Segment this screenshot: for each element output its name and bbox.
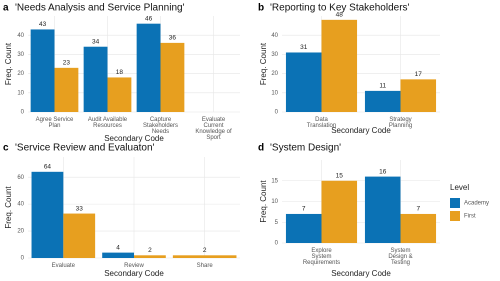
panel-title: 'Service Review and Evaluaton' <box>15 143 155 154</box>
value-label: 4 <box>116 244 120 251</box>
x-tick-label: Evaluate Current Knowledge of Sport <box>195 117 232 141</box>
value-label: 2 <box>148 247 152 254</box>
y-axis-title: Freq. Count <box>259 42 268 85</box>
value-label: 23 <box>63 60 71 67</box>
panel-letter: b <box>258 3 264 14</box>
y-tick-label: 0 <box>21 256 25 262</box>
y-tick-label: 20 <box>17 71 24 77</box>
bar <box>172 255 237 258</box>
y-tick-label: 40 <box>271 33 278 39</box>
bar <box>30 29 55 112</box>
bar <box>54 67 79 112</box>
bar <box>400 213 437 243</box>
y-tick-label: 15 <box>271 178 278 184</box>
x-axis-title: Secondary Code <box>104 134 164 143</box>
value-label: 2 <box>203 247 207 254</box>
value-label: 36 <box>169 35 177 42</box>
panel-title: 'System Design' <box>270 143 341 154</box>
x-axis-title: Secondary Code <box>331 126 391 135</box>
value-label: 33 <box>76 205 84 212</box>
x-axis-title: Secondary Code <box>331 269 391 278</box>
bar <box>160 42 185 112</box>
bar <box>136 23 161 112</box>
panel-letter: c <box>3 143 9 154</box>
value-label: 48 <box>336 12 344 19</box>
value-label: 15 <box>336 172 344 179</box>
bar <box>364 176 401 243</box>
bar <box>134 255 166 258</box>
x-tick-label: Evaluate <box>52 263 76 269</box>
y-tick-label: 40 <box>17 33 24 39</box>
y-tick-label: 10 <box>271 90 278 96</box>
legend-swatch <box>450 211 460 221</box>
value-label: 17 <box>415 71 423 78</box>
bar <box>31 171 64 258</box>
legend-swatch <box>450 198 460 208</box>
x-tick-label: Share <box>197 263 214 269</box>
bar <box>83 46 108 112</box>
value-label: 18 <box>116 69 124 76</box>
bar <box>102 252 134 258</box>
bar <box>321 19 358 113</box>
x-tick-label: Explore System Requirements <box>303 248 340 266</box>
x-tick-label: Review <box>124 263 144 269</box>
y-tick-label: 60 <box>17 175 24 181</box>
panel-letter: d <box>258 143 264 154</box>
panel-letter: a <box>3 3 9 14</box>
bar <box>285 52 322 112</box>
y-tick-label: 30 <box>271 52 278 58</box>
legend-label: First <box>464 214 476 220</box>
x-tick-label: System Design & Testing <box>388 248 412 266</box>
value-label: 16 <box>379 168 387 175</box>
y-axis-title: Freq. Count <box>4 42 13 85</box>
y-tick-label: 0 <box>275 110 279 116</box>
y-tick-label: 0 <box>275 241 279 247</box>
value-label: 7 <box>302 206 306 213</box>
y-tick-label: 10 <box>271 199 278 205</box>
y-axis-title: Freq. Count <box>4 186 13 229</box>
legend-label: Academy <box>464 201 489 207</box>
value-label: 64 <box>44 164 52 171</box>
y-tick-label: 40 <box>17 202 24 208</box>
bar <box>63 213 96 258</box>
bar <box>107 77 132 112</box>
x-tick-label: Data Translation <box>307 117 336 129</box>
panel-title: 'Reporting to Key Stakeholders' <box>270 3 410 14</box>
panel-title: 'Needs Analysis and Service Planning' <box>15 3 185 14</box>
y-axis-title: Freq. Count <box>259 180 268 223</box>
bar <box>400 79 437 112</box>
x-tick-label: Capture Stakeholders Needs <box>143 117 178 135</box>
legend-title: Level <box>450 183 469 192</box>
y-tick-label: 0 <box>21 110 25 116</box>
value-label: 11 <box>379 83 386 90</box>
value-label: 43 <box>39 21 47 28</box>
value-label: 34 <box>92 38 100 45</box>
y-tick-label: 5 <box>275 220 279 226</box>
bar <box>285 213 322 243</box>
x-axis-title: Secondary Code <box>104 269 164 278</box>
value-label: 31 <box>300 44 308 51</box>
bar <box>321 180 358 243</box>
y-tick-label: 20 <box>271 71 278 77</box>
y-tick-label: 30 <box>17 52 24 58</box>
x-tick-label: Strategy Planning <box>389 117 412 129</box>
value-label: 7 <box>416 206 420 213</box>
y-tick-label: 10 <box>17 90 24 96</box>
x-tick-label: Audit Available Resources <box>88 117 128 129</box>
y-tick-label: 20 <box>17 229 24 235</box>
x-tick-label: Agree Service Plan <box>36 117 74 129</box>
bar <box>364 90 401 112</box>
value-label: 46 <box>145 15 153 22</box>
